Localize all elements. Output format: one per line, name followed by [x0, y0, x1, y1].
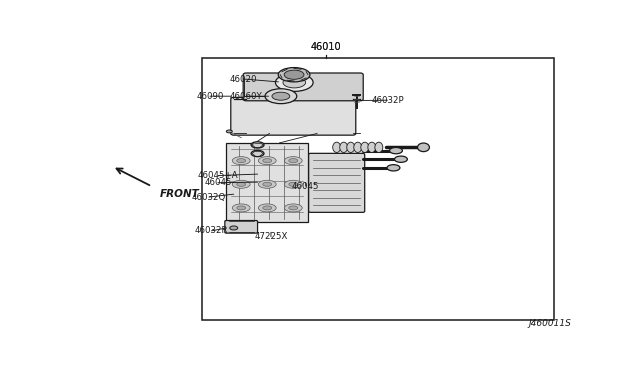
- Ellipse shape: [237, 158, 246, 163]
- Ellipse shape: [361, 142, 369, 153]
- Text: 46045: 46045: [204, 178, 232, 187]
- Text: 46045+A: 46045+A: [198, 171, 238, 180]
- Bar: [227, 144, 308, 222]
- Ellipse shape: [227, 130, 232, 133]
- Text: 46032Q: 46032Q: [192, 193, 226, 202]
- Ellipse shape: [354, 142, 362, 153]
- Ellipse shape: [263, 206, 272, 210]
- Bar: [202, 58, 554, 320]
- Text: 46020: 46020: [230, 74, 257, 83]
- FancyBboxPatch shape: [308, 153, 365, 212]
- Ellipse shape: [259, 157, 276, 165]
- Text: 46010: 46010: [310, 42, 341, 52]
- Ellipse shape: [284, 157, 302, 165]
- Ellipse shape: [232, 157, 250, 165]
- Ellipse shape: [333, 142, 340, 153]
- FancyBboxPatch shape: [231, 97, 356, 135]
- Ellipse shape: [272, 92, 290, 100]
- Ellipse shape: [275, 74, 313, 92]
- Text: 46032P: 46032P: [371, 96, 404, 105]
- Ellipse shape: [232, 204, 250, 212]
- Text: 46060Y: 46060Y: [230, 92, 262, 101]
- Text: 47225X: 47225X: [254, 232, 287, 241]
- Ellipse shape: [390, 147, 403, 154]
- Ellipse shape: [284, 204, 302, 212]
- Ellipse shape: [289, 206, 298, 210]
- Text: J460011S: J460011S: [528, 319, 571, 328]
- Text: 46090: 46090: [196, 92, 223, 101]
- Ellipse shape: [259, 204, 276, 212]
- Ellipse shape: [340, 142, 348, 153]
- FancyBboxPatch shape: [225, 221, 257, 233]
- Ellipse shape: [347, 142, 355, 153]
- Ellipse shape: [263, 182, 272, 186]
- Text: 46045: 46045: [292, 182, 319, 190]
- Ellipse shape: [368, 142, 376, 153]
- Ellipse shape: [265, 89, 297, 104]
- Ellipse shape: [283, 77, 305, 88]
- Ellipse shape: [375, 142, 383, 153]
- Text: 46010: 46010: [310, 42, 341, 52]
- Ellipse shape: [284, 180, 302, 188]
- Ellipse shape: [232, 180, 250, 188]
- Ellipse shape: [251, 142, 264, 148]
- Ellipse shape: [263, 158, 272, 163]
- Ellipse shape: [278, 68, 310, 82]
- Ellipse shape: [251, 150, 264, 157]
- Ellipse shape: [259, 180, 276, 188]
- Ellipse shape: [284, 70, 304, 79]
- Ellipse shape: [394, 156, 408, 162]
- Ellipse shape: [387, 165, 400, 171]
- FancyBboxPatch shape: [243, 73, 364, 101]
- Ellipse shape: [230, 226, 237, 230]
- Ellipse shape: [417, 143, 429, 152]
- Ellipse shape: [237, 206, 246, 210]
- Text: FRONT: FRONT: [159, 189, 199, 199]
- Ellipse shape: [289, 158, 298, 163]
- Ellipse shape: [237, 182, 246, 186]
- Ellipse shape: [289, 182, 298, 186]
- Text: 46032R: 46032R: [195, 226, 228, 235]
